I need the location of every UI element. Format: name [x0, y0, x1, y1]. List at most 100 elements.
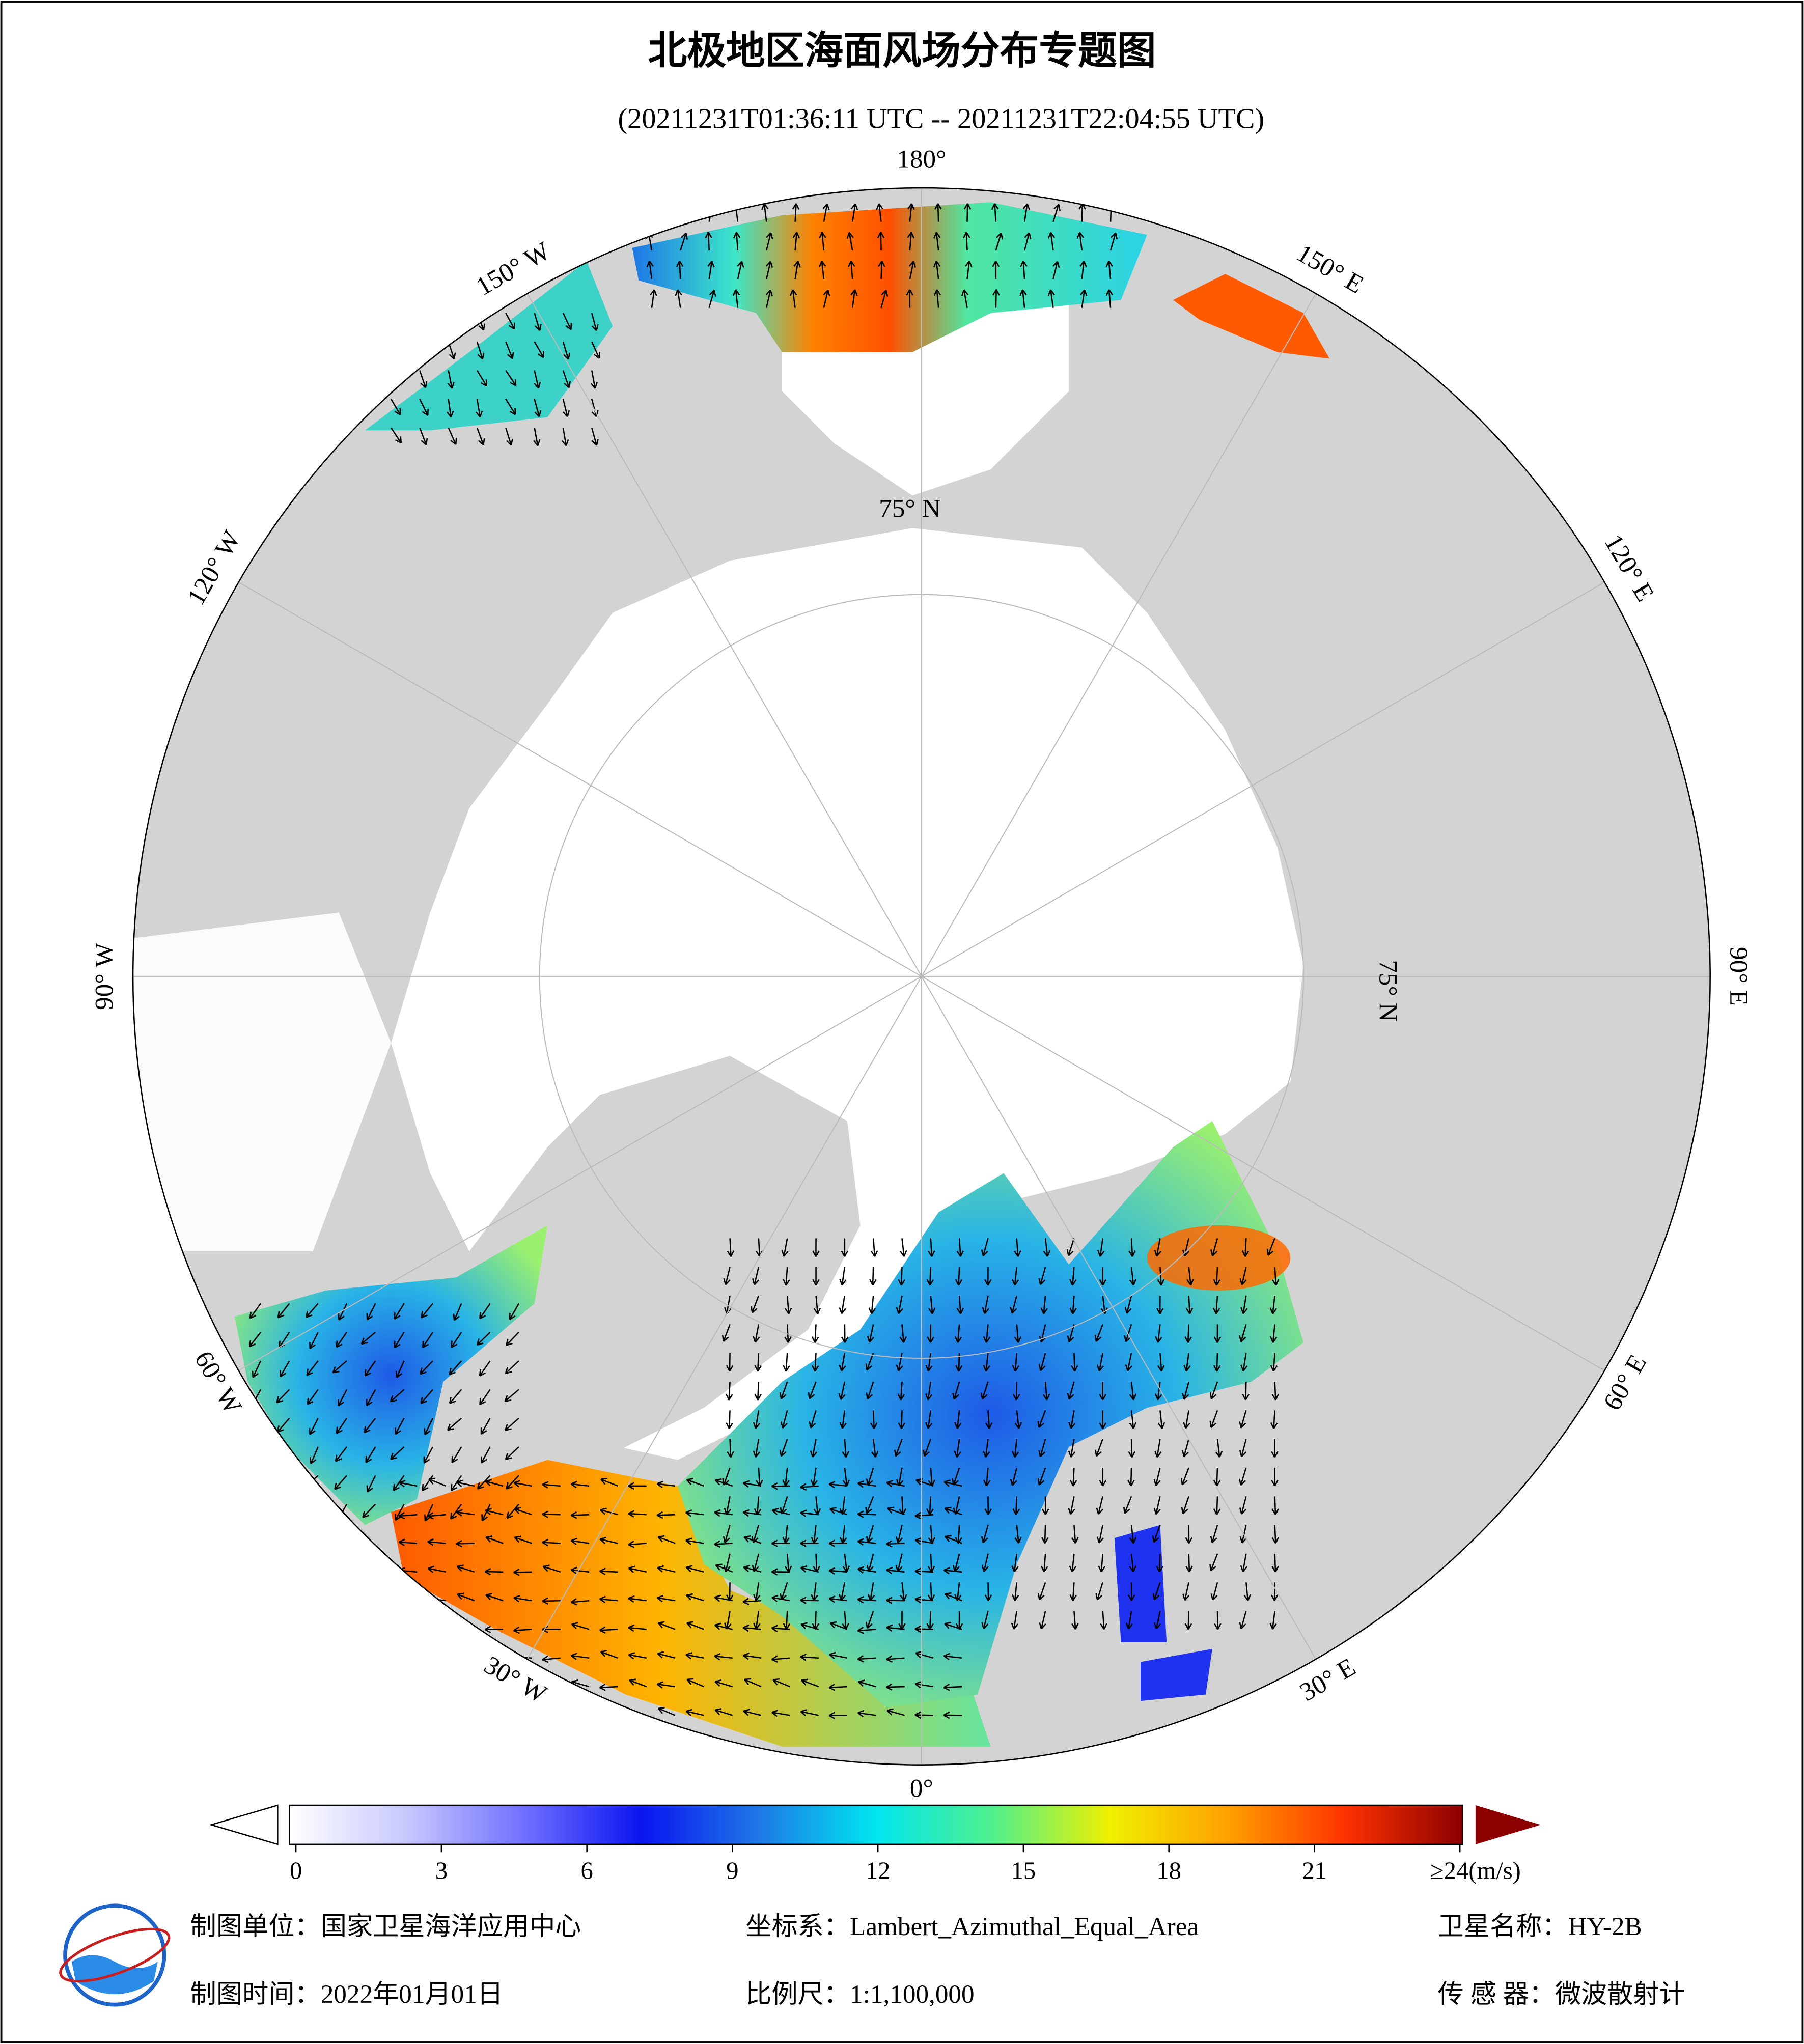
wind-arrow-head: [1156, 1308, 1164, 1314]
wind-arrow-head: [1129, 1565, 1137, 1573]
wind-arrow: [1183, 1439, 1189, 1457]
wind-arrow: [1158, 1553, 1161, 1572]
wind-arrow-head: [871, 1450, 879, 1458]
wind-arrow: [399, 1653, 418, 1659]
wind-arrow: [476, 341, 483, 359]
wind-arrow-head: [390, 1395, 397, 1403]
wind-arrow-head: [839, 1422, 847, 1429]
wind-arrow: [428, 1567, 446, 1573]
wind-arrow: [801, 1679, 819, 1688]
wind-arrow-head: [305, 1310, 313, 1318]
wind-arrow: [685, 1539, 704, 1544]
wind-arrow-head: [599, 1626, 606, 1634]
wind-arrow: [276, 1389, 290, 1404]
wind-arrow: [628, 1567, 647, 1573]
wind-arrow: [983, 1611, 989, 1629]
wind-arrow-head: [981, 1536, 988, 1544]
wind-arrow: [724, 1525, 731, 1543]
meridian: [921, 976, 1605, 1371]
wind-arrow-head: [628, 1541, 635, 1548]
wind-arrow-head: [927, 1594, 935, 1601]
wind-arrow-head: [898, 1279, 905, 1286]
wind-arrow-head: [828, 1567, 836, 1575]
wind-arrow-head: [742, 1598, 750, 1606]
wind-arrow-head: [276, 1396, 283, 1404]
wind-arrow-head: [866, 1621, 873, 1629]
wind-arrow-head: [1153, 1622, 1161, 1630]
wind-arrow: [651, 289, 655, 308]
wind-arrow-head: [800, 1509, 807, 1517]
wind-arrow-head: [771, 1507, 779, 1516]
wind-arrow: [1215, 1296, 1218, 1314]
wind-arrow: [758, 1238, 761, 1257]
wind-arrow-head: [1066, 1249, 1074, 1256]
wind-arrow-head: [714, 1653, 721, 1661]
wind-arrow: [600, 1651, 618, 1659]
wind-arrow: [829, 1483, 848, 1487]
wind-arrow-head: [743, 1535, 751, 1543]
wind-arrow-head: [726, 1365, 734, 1372]
wind-arrow-head: [249, 1426, 257, 1434]
wind-arrow-head: [534, 410, 542, 417]
wind-arrow-head: [447, 410, 454, 418]
wind-arrow: [338, 1303, 348, 1321]
wind-arrow: [840, 1381, 846, 1400]
wind-arrow: [841, 1267, 846, 1285]
wind-arrow: [958, 1238, 961, 1257]
wind-arrow: [794, 261, 799, 279]
wind-arrow: [755, 1324, 760, 1342]
wind-arrow-head: [766, 232, 773, 239]
wind-arrow: [868, 1553, 874, 1572]
wind-arrow: [390, 1446, 405, 1460]
wind-arrow: [481, 1504, 491, 1521]
wind-arrow: [281, 1446, 290, 1464]
wind-arrow-head: [886, 1624, 893, 1632]
wind-arrow-head: [509, 1312, 516, 1320]
wind-arrow: [857, 1657, 876, 1660]
wind-arrow-head: [714, 1622, 721, 1630]
wind-arrow-head: [1209, 1421, 1217, 1428]
wind-arrow: [1240, 1410, 1247, 1429]
wind-arrow-head: [823, 289, 830, 297]
wind-arrow-head: [685, 1709, 693, 1716]
wind-arrow-head: [1095, 1593, 1103, 1601]
wind-arrow-head: [1012, 1594, 1019, 1601]
wind-arrow-head: [366, 1399, 373, 1407]
wind-arrow: [915, 1714, 933, 1716]
wind-arrow: [785, 1267, 788, 1285]
wind-arrow: [362, 1503, 376, 1518]
map: [133, 188, 1710, 1765]
wind-arrow-head: [364, 1426, 371, 1434]
wind-arrow-head: [985, 1422, 993, 1429]
wind-arrow-head: [1012, 1508, 1020, 1515]
wind-arrow: [851, 289, 856, 308]
wind-arrow-head: [337, 1399, 344, 1407]
wind-arrow: [829, 1654, 848, 1659]
wind-arrow: [815, 1295, 819, 1314]
wind-arrow: [1212, 1582, 1218, 1601]
wind-arrow-head: [1129, 1422, 1137, 1429]
wind-arrow: [456, 1710, 475, 1716]
wind-arrow-head: [754, 1508, 762, 1515]
wind-arrow-head: [838, 1393, 846, 1400]
wind-arrow: [1188, 1267, 1192, 1285]
wind-arrow-head: [513, 1480, 520, 1488]
wind-arrow: [983, 1553, 989, 1572]
wind-arrow: [1072, 1267, 1075, 1285]
wind-arrow-head: [395, 350, 402, 358]
wind-arrow-head: [1068, 1507, 1075, 1515]
wind-arrow-head: [914, 1711, 922, 1719]
wind-arrow: [786, 1324, 789, 1343]
wind-arrow: [399, 1541, 418, 1544]
wind-arrow-head: [685, 1652, 692, 1660]
wind-arrow-head: [280, 1370, 287, 1378]
wind-arrow-head: [1124, 1335, 1131, 1342]
wind-arrow: [1216, 1439, 1220, 1458]
wind-arrow-head: [1068, 1450, 1076, 1458]
wind-arrow-head: [943, 1567, 950, 1575]
wind-arrow-head: [599, 1595, 606, 1604]
wind-arrow-head: [896, 1307, 903, 1314]
wind-arrow: [685, 1654, 704, 1659]
wind-arrow-head: [591, 438, 599, 446]
